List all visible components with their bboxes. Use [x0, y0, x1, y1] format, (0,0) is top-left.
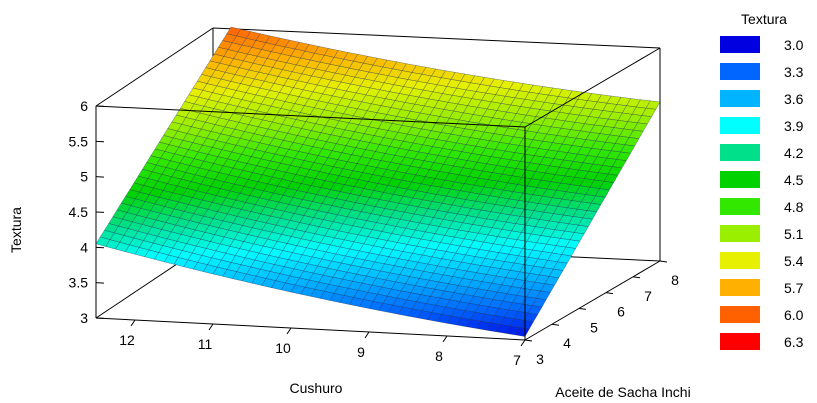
- y-tick-mark: [659, 260, 668, 263]
- y-tick-label: 6: [617, 304, 625, 320]
- x-tick-label: 7: [513, 352, 521, 368]
- y-tick-mark: [578, 307, 587, 310]
- y-tick-mark: [524, 339, 533, 342]
- legend-swatch: [720, 63, 760, 80]
- legend-label: 5.4: [784, 253, 804, 269]
- z-tick-label: 3.5: [69, 275, 89, 291]
- legend-label: 3.0: [784, 37, 804, 53]
- box-edge: [95, 27, 214, 107]
- y-tick-label: 5: [590, 319, 598, 335]
- legend-title: Textura: [741, 11, 787, 27]
- x-tick-label: 8: [435, 348, 443, 364]
- box-edge: [524, 47, 661, 128]
- y-tick-label: 7: [644, 288, 652, 304]
- box-edge: [524, 260, 661, 341]
- legend-swatch: [720, 198, 760, 215]
- z-tick-label: 3: [80, 310, 88, 326]
- x-tick-label: 12: [119, 332, 135, 348]
- y-tick-mark: [632, 276, 641, 279]
- x-tick-mark: [520, 339, 526, 347]
- legend-swatch: [720, 144, 760, 161]
- legend-label: 5.1: [784, 226, 804, 242]
- surface-cell: [515, 327, 530, 337]
- legend-swatch: [720, 225, 760, 242]
- y-tick-mark: [551, 323, 560, 326]
- legend-label: 3.6: [784, 91, 804, 107]
- z-axis-title: Textura: [8, 207, 24, 253]
- z-tick-label: 5.5: [69, 133, 89, 149]
- legend-label: 4.8: [784, 199, 804, 215]
- x-tick-mark: [364, 331, 370, 339]
- box-edge: [212, 27, 661, 49]
- y-tick-mark: [605, 292, 614, 295]
- legend-label: 3.3: [784, 64, 804, 80]
- legend-label: 3.9: [784, 118, 804, 134]
- y-tick-label: 4: [563, 335, 571, 351]
- box-edge: [95, 105, 526, 128]
- x-tick-mark: [442, 335, 448, 343]
- legend-swatch: [720, 333, 760, 350]
- legend-swatch: [720, 90, 760, 107]
- y-tick-label: 8: [671, 272, 679, 288]
- legend-label: 4.2: [784, 145, 804, 161]
- legend-label: 6.0: [784, 307, 804, 323]
- z-tick-label: 4: [80, 239, 88, 255]
- z-tick-label: 4.5: [69, 204, 89, 220]
- x-tick-mark: [286, 327, 292, 335]
- legend-swatch: [720, 279, 760, 296]
- x-axis-title: Cushuro: [290, 380, 343, 396]
- y-tick-label: 3: [536, 351, 544, 367]
- legend-label: 6.3: [784, 334, 804, 350]
- x-tick-label: 9: [357, 344, 365, 360]
- legend: Textura 3.0 3.3 3.6 3.9 4.2 4.5 4.8 5.1 5.4 5.7 6.…: [720, 11, 804, 350]
- x-tick-mark: [130, 319, 136, 327]
- box-edge: [95, 317, 526, 341]
- box-front-edges: [95, 47, 661, 341]
- x-tick-label: 10: [275, 340, 291, 356]
- legend-label: 5.7: [784, 280, 804, 296]
- z-tick-label: 6: [80, 98, 88, 114]
- x-tick-mark: [208, 323, 214, 331]
- legend-swatch: [720, 36, 760, 53]
- legend-swatch: [720, 117, 760, 134]
- legend-label: 4.5: [784, 172, 804, 188]
- legend-swatch: [720, 306, 760, 323]
- response-surface: [95, 26, 661, 337]
- legend-swatch: [720, 252, 760, 269]
- x-tick-label: 11: [198, 336, 213, 352]
- y-axis-title: Aceite de Sacha Inchi: [555, 384, 690, 400]
- legend-swatch: [720, 171, 760, 188]
- z-tick-label: 5: [80, 169, 88, 185]
